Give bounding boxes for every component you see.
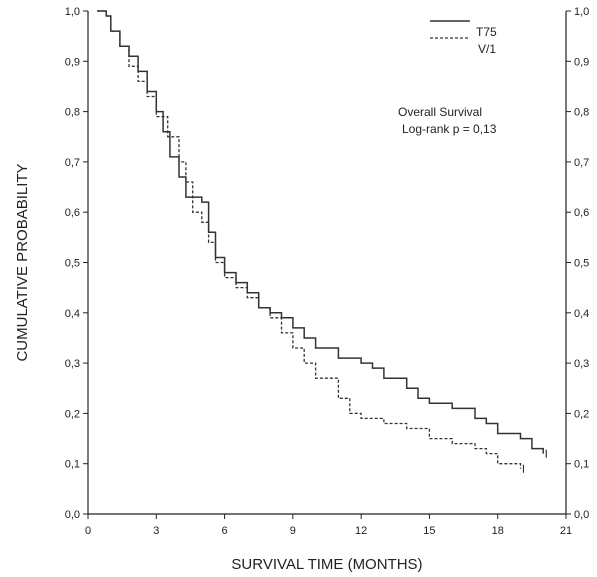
x-tick-label: 9 xyxy=(290,525,296,537)
series-line-1 xyxy=(97,10,522,469)
y-tick-right-label: 0,5 xyxy=(574,258,589,270)
y-tick-left-label: 0,7 xyxy=(65,157,80,169)
y-tick-left-label: 0,2 xyxy=(65,408,80,420)
y-tick-right-label: 1,0 xyxy=(574,6,589,18)
y-axis-title: CUMULATIVE PROBABILITY xyxy=(14,163,31,361)
x-tick-label: 15 xyxy=(423,525,435,537)
y-tick-left-label: 0,8 xyxy=(65,107,80,119)
legend-label-0: T75 xyxy=(476,25,497,39)
y-tick-left-label: 0,5 xyxy=(65,258,80,270)
x-axis-title: SURVIVAL TIME (MONTHS) xyxy=(231,556,422,573)
y-tick-right-label: 0,2 xyxy=(574,408,589,420)
y-axis-left-ticks: 0,0 0,1 0,2 0,3 0,4 0,5 0,6 0,7 0,8 0,9 1,0 xyxy=(65,6,88,521)
series-line-0 xyxy=(97,10,544,454)
annotation-title: Overall Survival xyxy=(398,105,482,119)
x-tick-label: 18 xyxy=(492,525,504,537)
y-tick-left-label: 1,0 xyxy=(65,6,80,18)
y-axis-right-ticks: 0,0 0,1 0,2 0,3 0,4 0,5 0,6 0,7 0,8 0,9 1,0 xyxy=(566,6,589,521)
x-tick-label: 3 xyxy=(153,525,159,537)
y-tick-right-label: 0,8 xyxy=(574,107,589,119)
x-tick-label: 0 xyxy=(85,525,91,537)
legend-label-1: V/1 xyxy=(478,42,496,56)
y-tick-left-label: 0,0 xyxy=(65,509,80,521)
y-tick-right-label: 0,0 xyxy=(574,509,589,521)
x-axis-ticks: 0 3 6 9 12 15 18 21 xyxy=(85,514,572,537)
y-tick-left-label: 0,1 xyxy=(65,459,80,471)
y-tick-right-label: 0,1 xyxy=(574,459,589,471)
y-tick-right-label: 0,9 xyxy=(574,56,589,68)
y-tick-right-label: 0,4 xyxy=(574,308,589,320)
legend: T75 V/1 xyxy=(430,20,497,56)
y-tick-left-label: 0,6 xyxy=(65,207,80,219)
x-tick-label: 21 xyxy=(560,525,572,537)
y-tick-right-label: 0,7 xyxy=(574,157,589,169)
x-tick-label: 12 xyxy=(355,525,367,537)
series-layer xyxy=(97,10,547,473)
y-tick-left-label: 0,4 xyxy=(65,308,80,320)
y-tick-right-label: 0,3 xyxy=(574,358,589,370)
y-tick-left-label: 0,3 xyxy=(65,358,80,370)
x-tick-label: 6 xyxy=(222,525,228,537)
y-tick-left-label: 0,9 xyxy=(65,56,80,68)
y-tick-right-label: 0,6 xyxy=(574,207,589,219)
annotation-pvalue: Log-rank p = 0,13 xyxy=(402,122,497,136)
